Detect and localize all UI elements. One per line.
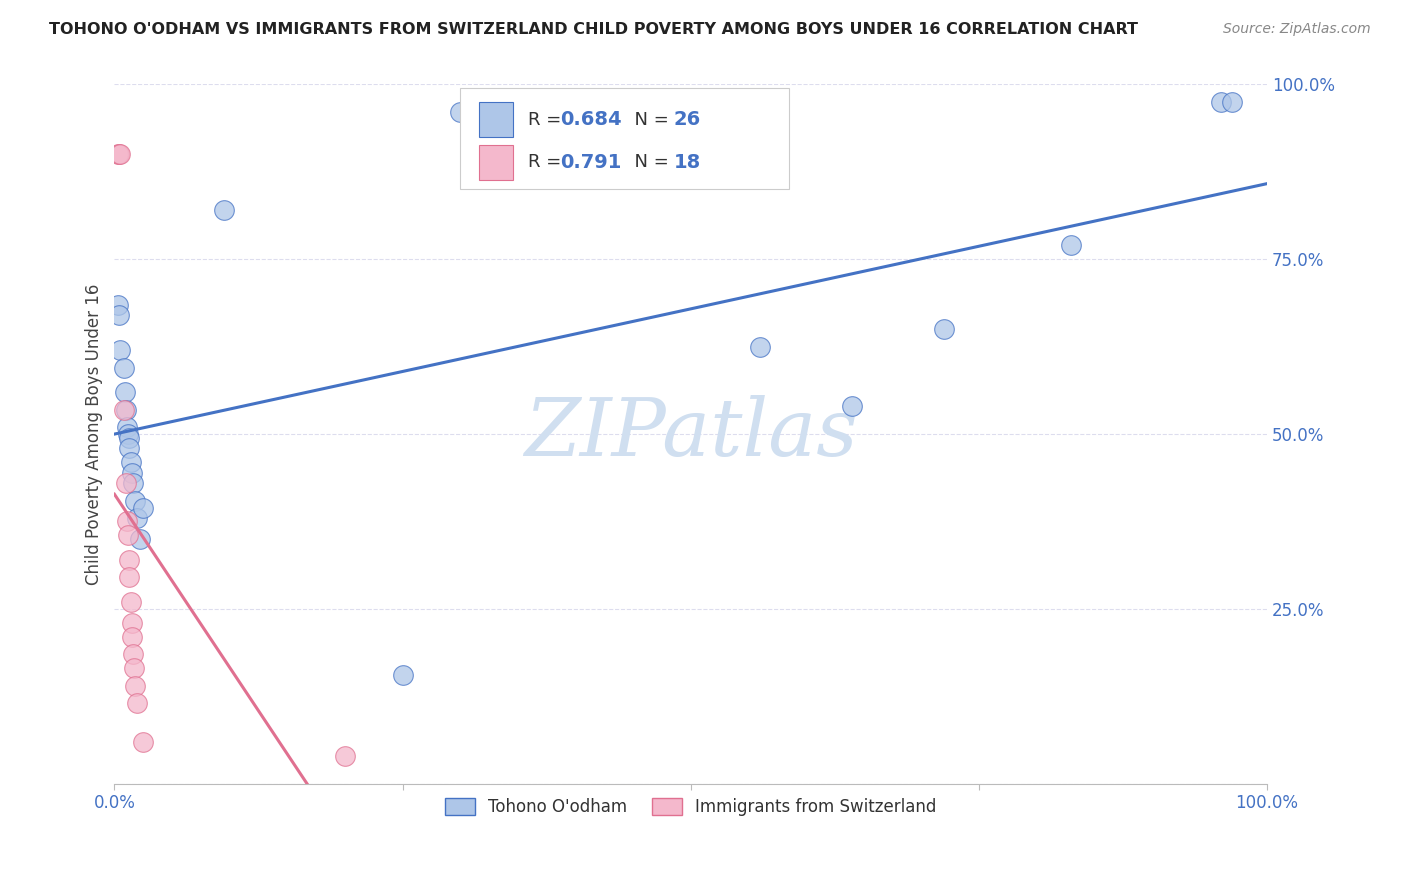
Point bbox=[841, 399, 863, 413]
Point bbox=[121, 466, 143, 480]
Point bbox=[108, 343, 131, 358]
Point bbox=[115, 420, 138, 434]
Point bbox=[108, 308, 131, 322]
FancyBboxPatch shape bbox=[460, 88, 789, 189]
Point bbox=[333, 748, 356, 763]
Point bbox=[118, 553, 141, 567]
Point bbox=[127, 696, 149, 710]
Point bbox=[212, 203, 235, 218]
Text: TOHONO O'ODHAM VS IMMIGRANTS FROM SWITZERLAND CHILD POVERTY AMONG BOYS UNDER 16 : TOHONO O'ODHAM VS IMMIGRANTS FROM SWITZE… bbox=[49, 22, 1139, 37]
Point bbox=[449, 105, 471, 120]
Point bbox=[132, 500, 155, 515]
Text: N =: N = bbox=[623, 153, 673, 171]
Point bbox=[108, 147, 131, 161]
Text: R =: R = bbox=[529, 153, 567, 171]
Text: Source: ZipAtlas.com: Source: ZipAtlas.com bbox=[1223, 22, 1371, 37]
Text: 0.684: 0.684 bbox=[561, 111, 621, 129]
Point bbox=[748, 340, 770, 354]
Point bbox=[121, 648, 143, 662]
Point bbox=[112, 360, 135, 375]
Point bbox=[118, 441, 141, 455]
FancyBboxPatch shape bbox=[478, 103, 513, 137]
Point bbox=[122, 661, 145, 675]
Point bbox=[1209, 95, 1232, 109]
Point bbox=[112, 402, 135, 417]
Legend: Tohono O'odham, Immigrants from Switzerland: Tohono O'odham, Immigrants from Switzerl… bbox=[436, 789, 945, 824]
Point bbox=[934, 322, 956, 336]
Point bbox=[108, 147, 131, 161]
Point bbox=[115, 476, 138, 491]
Point bbox=[115, 402, 138, 417]
Point bbox=[1060, 238, 1083, 252]
Point bbox=[114, 385, 136, 400]
Point bbox=[117, 427, 139, 442]
Text: 0.791: 0.791 bbox=[561, 153, 621, 172]
Point bbox=[132, 735, 155, 749]
Point bbox=[127, 511, 149, 525]
Point bbox=[115, 515, 138, 529]
Point bbox=[118, 431, 141, 445]
Point bbox=[121, 630, 143, 644]
Point bbox=[107, 298, 129, 312]
Point bbox=[107, 147, 129, 161]
Point bbox=[391, 668, 413, 682]
Point bbox=[1220, 95, 1243, 109]
Point bbox=[117, 528, 139, 542]
FancyBboxPatch shape bbox=[478, 145, 513, 179]
Text: 18: 18 bbox=[673, 153, 700, 172]
Point bbox=[124, 493, 146, 508]
Text: ZIPatlas: ZIPatlas bbox=[524, 395, 858, 473]
Text: 26: 26 bbox=[673, 111, 700, 129]
Point bbox=[120, 595, 142, 609]
Y-axis label: Child Poverty Among Boys Under 16: Child Poverty Among Boys Under 16 bbox=[86, 284, 103, 585]
Point bbox=[128, 532, 150, 546]
Point bbox=[118, 570, 141, 584]
Text: N =: N = bbox=[623, 111, 673, 128]
Point bbox=[121, 476, 143, 491]
Point bbox=[120, 455, 142, 469]
Point bbox=[124, 679, 146, 693]
Point bbox=[121, 615, 143, 630]
Text: R =: R = bbox=[529, 111, 567, 128]
